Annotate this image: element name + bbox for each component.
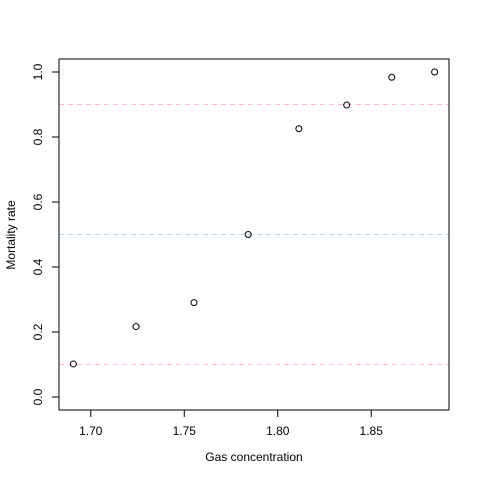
point [244, 231, 252, 238]
y-axis-label: Mortality rate [4, 200, 18, 270]
y-tick-label: 0.2 [31, 323, 45, 340]
plot-box [58, 58, 450, 411]
y-tick-label: 0.0 [31, 388, 45, 405]
point [132, 323, 140, 331]
point [388, 73, 396, 81]
y-tick-label: 0.6 [31, 193, 45, 210]
point [190, 299, 198, 307]
point [343, 101, 351, 109]
x-tick-label: 1.85 [360, 424, 384, 438]
x-tick-label: 1.75 [173, 424, 197, 438]
x-tick-label: 1.80 [266, 424, 290, 438]
point [431, 68, 439, 76]
point [69, 360, 77, 368]
y-tick-label: 0.8 [31, 128, 45, 145]
point [295, 125, 303, 133]
x-axis-label: Gas concentration [205, 450, 302, 464]
x-tick-label: 1.70 [79, 424, 103, 438]
y-tick-label: 1.0 [31, 63, 45, 80]
y-tick-label: 0.4 [31, 258, 45, 275]
